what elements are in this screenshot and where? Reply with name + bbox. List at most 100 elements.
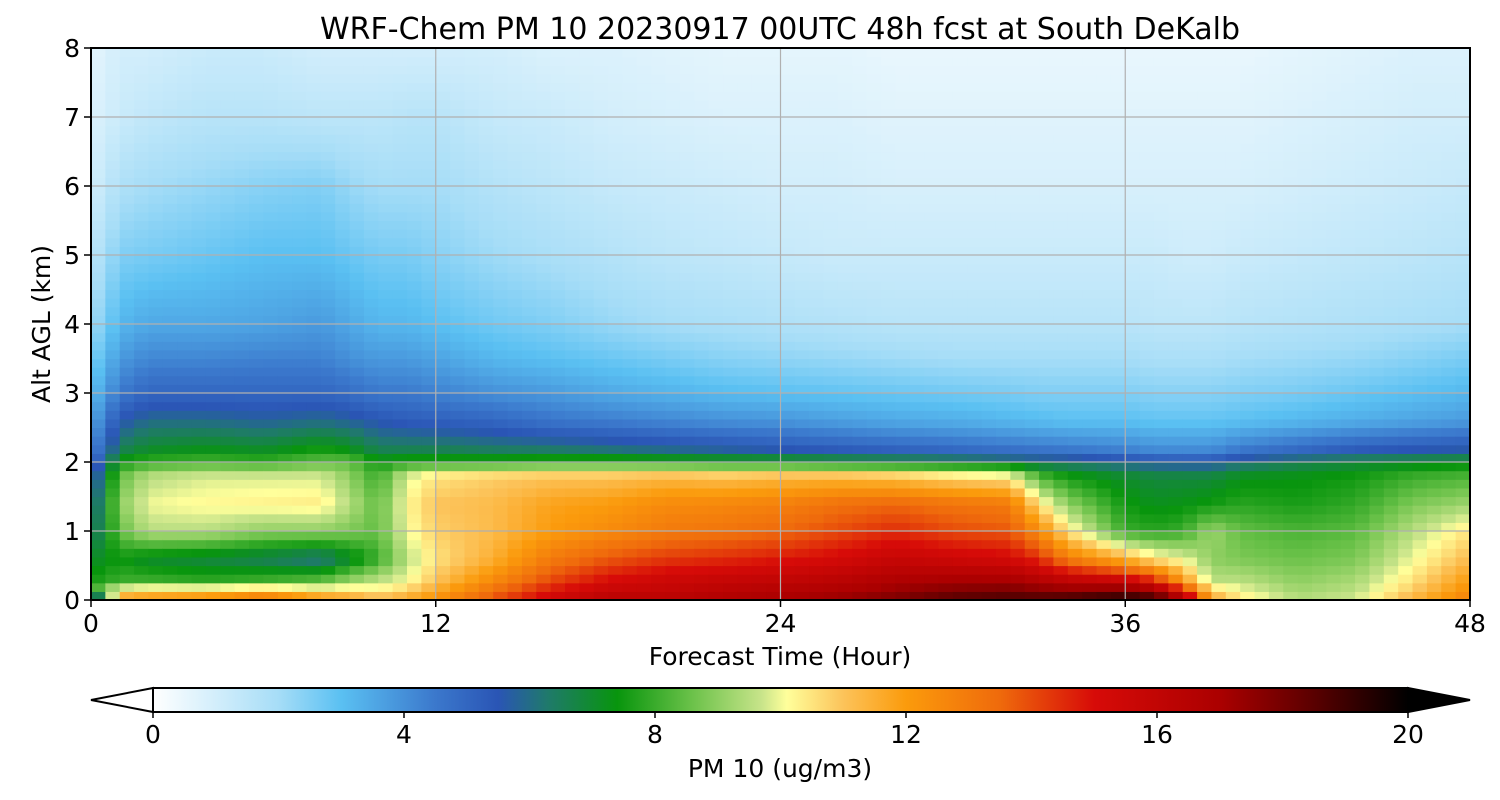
- heatmap-cell: [751, 427, 767, 437]
- heatmap-cell: [220, 496, 236, 506]
- heatmap-cell: [1139, 203, 1155, 213]
- heatmap-cell: [852, 298, 868, 308]
- heatmap-cell: [105, 211, 121, 222]
- heatmap-cell: [636, 522, 652, 532]
- heatmap-cell: [924, 375, 940, 385]
- heatmap-cell: [119, 444, 135, 454]
- heatmap-cell: [148, 401, 164, 411]
- heatmap-cell: [766, 453, 782, 463]
- heatmap-cell: [1139, 479, 1155, 489]
- heatmap-cell: [622, 125, 638, 135]
- heatmap-cell: [450, 453, 466, 463]
- heatmap-cell: [651, 56, 667, 66]
- heatmap-cell: [263, 565, 279, 575]
- heatmap-cell: [679, 349, 695, 360]
- heatmap-cell: [1096, 177, 1112, 187]
- heatmap-cell: [363, 487, 379, 498]
- heatmap-cell: [249, 151, 264, 161]
- heatmap-cell: [249, 272, 264, 282]
- heatmap-cell: [708, 539, 724, 549]
- heatmap-cell: [407, 513, 422, 523]
- heatmap-cell: [177, 505, 193, 515]
- heatmap-cell: [292, 565, 308, 575]
- heatmap-cell: [622, 401, 638, 411]
- heatmap-cell: [694, 444, 710, 454]
- heatmap-cell: [881, 125, 897, 135]
- heatmap-cell: [952, 151, 968, 161]
- heatmap-cell: [1110, 375, 1126, 385]
- heatmap-cell: [823, 186, 839, 196]
- heatmap-cell: [1125, 358, 1141, 368]
- heatmap-cell: [392, 177, 408, 187]
- heatmap-cell: [320, 556, 336, 567]
- heatmap-cell: [1039, 272, 1055, 282]
- heatmap-cell: [737, 194, 753, 204]
- heatmap-cell: [1082, 160, 1098, 170]
- heatmap-cell: [464, 65, 480, 75]
- heatmap-cell: [191, 505, 207, 515]
- heatmap-cell: [694, 91, 710, 101]
- heatmap-cell: [1024, 496, 1040, 506]
- heatmap-cell: [335, 263, 351, 273]
- heatmap-cell: [105, 82, 121, 92]
- heatmap-cell: [895, 117, 911, 127]
- heatmap-cell: [392, 427, 408, 437]
- heatmap-cell: [1125, 393, 1141, 403]
- heatmap-cell: [636, 324, 652, 334]
- heatmap-cell: [981, 99, 997, 109]
- heatmap-cell: [1082, 496, 1098, 506]
- heatmap-cell: [191, 462, 207, 472]
- heatmap-cell: [751, 556, 767, 567]
- heatmap-cell: [1010, 99, 1026, 109]
- heatmap-cell: [909, 436, 925, 446]
- heatmap-cell: [205, 341, 221, 351]
- heatmap-cell: [1024, 306, 1040, 316]
- heatmap-cell: [622, 393, 638, 403]
- heatmap-cell: [565, 384, 580, 394]
- heatmap-cell: [1067, 73, 1083, 84]
- heatmap-cell: [651, 134, 667, 144]
- heatmap-cell: [593, 505, 609, 515]
- heatmap-cell: [866, 56, 882, 66]
- heatmap-cell: [579, 582, 595, 592]
- heatmap-cell: [766, 237, 782, 247]
- heatmap-cell: [234, 324, 250, 334]
- heatmap-cell: [407, 255, 422, 265]
- heatmap-cell: [205, 375, 221, 385]
- heatmap-cell: [134, 582, 150, 592]
- heatmap-cell: [1082, 186, 1098, 196]
- heatmap-cell: [249, 496, 264, 506]
- heatmap-cell: [967, 444, 983, 454]
- heatmap-cell: [579, 479, 595, 489]
- heatmap-cell: [1096, 186, 1112, 196]
- heatmap-cell: [852, 82, 868, 92]
- heatmap-cell: [737, 142, 753, 153]
- heatmap-cell: [938, 582, 954, 592]
- heatmap-cell: [565, 134, 580, 144]
- heatmap-cell: [105, 255, 121, 265]
- heatmap-cell: [823, 410, 839, 420]
- heatmap-cell: [866, 470, 882, 480]
- heatmap-cell: [1197, 427, 1213, 437]
- heatmap-cell: [823, 48, 839, 58]
- heatmap-cell: [1010, 410, 1026, 420]
- heatmap-cell: [378, 82, 394, 92]
- heatmap-cell: [579, 410, 595, 420]
- heatmap-cell: [1082, 324, 1098, 334]
- heatmap-cell: [493, 73, 509, 84]
- heatmap-cell: [565, 358, 580, 368]
- heatmap-cell: [363, 332, 379, 342]
- heatmap-cell: [177, 48, 193, 58]
- heatmap-cell: [91, 487, 106, 498]
- heatmap-cell: [636, 194, 652, 204]
- heatmap-cell: [981, 548, 997, 558]
- heatmap-cell: [220, 341, 236, 351]
- heatmap-cell: [536, 453, 552, 463]
- heatmap-cell: [565, 65, 580, 75]
- heatmap-cell: [263, 375, 279, 385]
- heatmap-cell: [550, 324, 566, 334]
- heatmap-cell: [679, 117, 695, 127]
- heatmap-cell: [306, 556, 322, 567]
- heatmap-cell: [105, 591, 121, 600]
- heatmap-cell: [1010, 401, 1026, 411]
